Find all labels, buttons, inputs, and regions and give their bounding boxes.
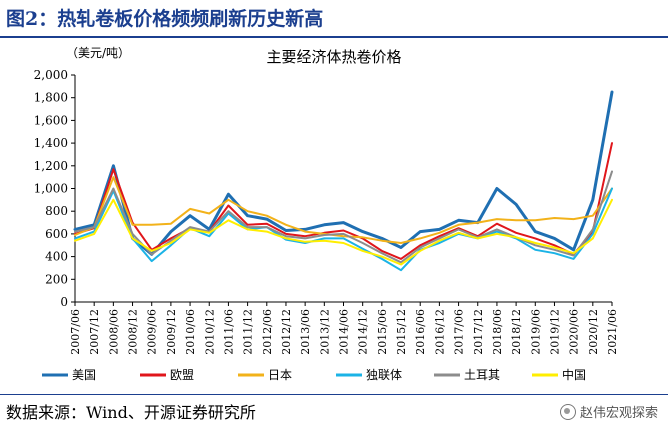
x-tick-label: 2007/06 bbox=[69, 309, 82, 355]
series-line bbox=[73, 90, 614, 256]
x-tick-label: 2008/12 bbox=[127, 309, 140, 355]
wechat-icon bbox=[559, 403, 576, 420]
x-tick-label: 2017/06 bbox=[453, 309, 466, 355]
legend-label: 欧盟 bbox=[170, 368, 194, 382]
x-tick-label: 2010/06 bbox=[184, 309, 197, 355]
x-tick-label: 2021/06 bbox=[606, 309, 619, 355]
x-tick-label: 2013/06 bbox=[299, 309, 312, 355]
x-tick-label: 2014/12 bbox=[357, 309, 370, 355]
legend-label: 中国 bbox=[562, 367, 586, 382]
legend-label: 日本 bbox=[268, 368, 292, 382]
x-tick-label: 2019/12 bbox=[548, 309, 561, 355]
y-tick-label: 0 bbox=[60, 295, 68, 309]
header-rule bbox=[0, 36, 668, 38]
x-tick-label: 2020/12 bbox=[587, 309, 600, 355]
y-tick-label: 200 bbox=[45, 272, 68, 286]
y-tick-label: 600 bbox=[45, 227, 68, 241]
x-tick-label: 2020/06 bbox=[568, 309, 581, 355]
series-line bbox=[74, 187, 613, 272]
source-note: 数据来源：Wind、开源证券研究所 bbox=[6, 403, 256, 422]
x-tick-label: 2017/12 bbox=[472, 309, 485, 355]
chart-title: 主要经济体热卷价格 bbox=[266, 48, 402, 66]
x-tick-label: 2012/06 bbox=[261, 309, 274, 355]
y-tick-label: 2,000 bbox=[34, 68, 68, 82]
x-tick-label: 2018/06 bbox=[491, 309, 504, 355]
x-tick-label: 2019/06 bbox=[529, 309, 542, 355]
x-tick-label: 2015/12 bbox=[395, 309, 408, 355]
x-tick-label: 2015/06 bbox=[376, 309, 389, 355]
figure-title: 图2：热轧卷板价格频频刷新历史新高 bbox=[6, 8, 324, 30]
x-tick-label: 2018/12 bbox=[510, 309, 523, 355]
y-tick-label: 800 bbox=[45, 204, 68, 218]
legend-label: 美国 bbox=[72, 368, 96, 382]
x-tick-label: 2009/12 bbox=[165, 309, 178, 355]
x-tick-label: 2014/06 bbox=[338, 309, 351, 355]
series-line bbox=[74, 142, 613, 260]
y-tick-label: 400 bbox=[45, 250, 68, 264]
x-tick-label: 2011/06 bbox=[222, 309, 235, 355]
x-tick-label: 2007/12 bbox=[88, 309, 101, 355]
series-line bbox=[74, 198, 613, 266]
y-tick-label: 1,600 bbox=[34, 113, 68, 127]
y-unit-label: （美元/吨） bbox=[66, 46, 131, 60]
line-chart: 0 200 400 600 800 1,000 1,200 1,400 1,600 1,800 2,… bbox=[34, 68, 619, 382]
y-tick-label: 1,400 bbox=[34, 136, 68, 150]
watermark-text: 赵伟宏观探索 bbox=[579, 406, 658, 421]
x-tick-label: 2016/06 bbox=[414, 309, 427, 355]
x-tick-label: 2012/12 bbox=[280, 309, 293, 355]
legend-label: 土耳其 bbox=[464, 368, 500, 382]
x-tick-label: 2008/06 bbox=[107, 309, 120, 355]
legend-label: 独联体 bbox=[366, 368, 402, 382]
y-tick-label: 1,000 bbox=[34, 182, 68, 196]
y-tick-label: 1,200 bbox=[34, 159, 68, 173]
series-line bbox=[74, 176, 613, 244]
watermark: 赵伟宏观探索 bbox=[559, 402, 658, 421]
x-tick-label: 2016/12 bbox=[433, 309, 446, 355]
footer-rule bbox=[0, 394, 668, 395]
x-tick-label: 2009/06 bbox=[146, 309, 159, 355]
y-tick-label: 1,800 bbox=[34, 91, 68, 105]
x-tick-label: 2010/12 bbox=[203, 309, 216, 355]
x-tick-label: 2013/12 bbox=[318, 309, 331, 355]
x-tick-label: 2011/12 bbox=[242, 309, 255, 355]
